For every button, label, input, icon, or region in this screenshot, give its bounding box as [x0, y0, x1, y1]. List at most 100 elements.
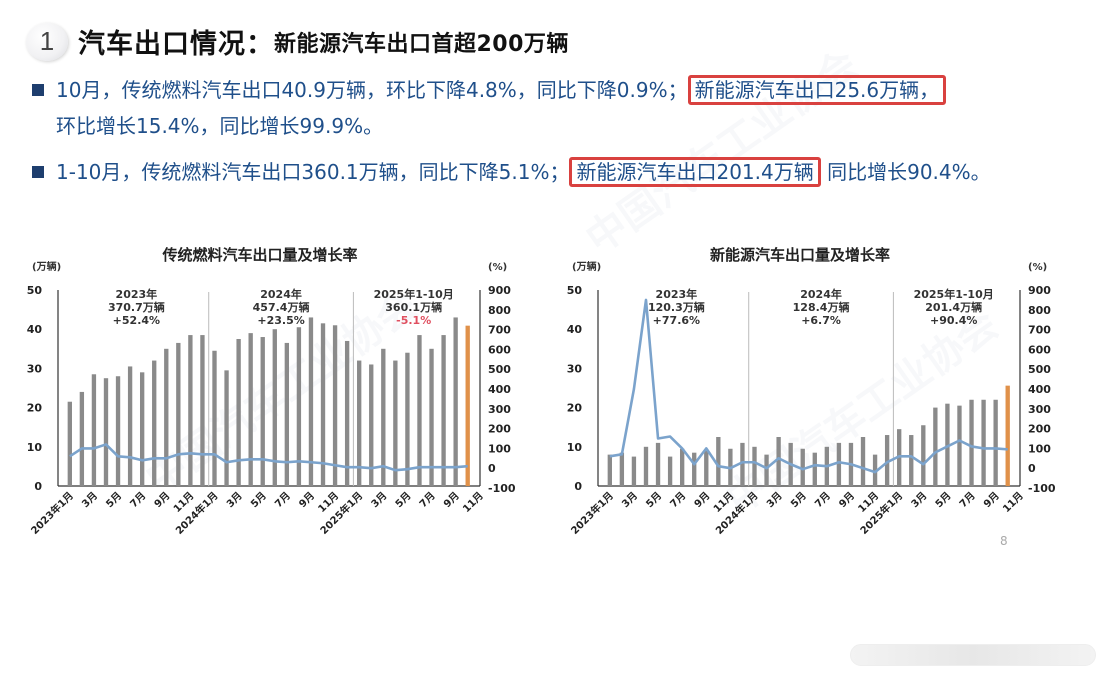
left-tick-label: 30	[567, 362, 583, 375]
bar	[115, 376, 121, 486]
bar	[752, 446, 757, 486]
bar	[716, 437, 721, 486]
period-annotation: +77.6%	[653, 314, 700, 327]
bar	[344, 340, 350, 486]
bar	[909, 435, 914, 486]
bar	[212, 350, 217, 486]
x-tick-label: 5月	[644, 490, 664, 510]
right-tick-label: 700	[1028, 324, 1051, 337]
x-tick-label: 9月	[692, 490, 712, 510]
left-tick-label: 20	[567, 402, 583, 415]
section-number-badge: 1	[26, 22, 68, 61]
period-annotation: 2025年1-10月	[374, 287, 454, 301]
right-tick-label: 400	[488, 383, 511, 396]
right-tick-label: 300	[1028, 403, 1051, 416]
right-axis-unit: (%)	[488, 262, 507, 273]
bar	[188, 335, 193, 486]
left-tick-label: 20	[27, 402, 43, 415]
right-tick-label: 0	[1028, 462, 1036, 475]
bar	[296, 327, 302, 486]
bar	[164, 348, 169, 486]
bar	[152, 360, 157, 486]
bar	[800, 448, 805, 486]
bar	[981, 399, 986, 486]
bar	[441, 335, 446, 486]
bar	[393, 360, 398, 486]
left-tick-label: 40	[27, 323, 43, 336]
section-title: 汽车出口情况：	[78, 29, 274, 60]
right-tick-label: 400	[1028, 383, 1051, 396]
bar	[776, 437, 781, 486]
x-tick-label: 9月	[441, 490, 461, 510]
bar	[260, 337, 265, 486]
bar	[320, 323, 326, 486]
x-tick-label: 2023年1月	[568, 489, 616, 537]
right-tick-label: 100	[488, 442, 511, 455]
page-number: 8	[1000, 534, 1008, 548]
bar	[103, 378, 109, 486]
left-tick-label: 0	[574, 480, 582, 493]
x-tick-label: 7月	[668, 490, 688, 510]
x-tick-label: 9月	[152, 490, 172, 510]
bar	[933, 407, 938, 486]
right-tick-label: 200	[488, 423, 511, 436]
period-annotation: 120.3万辆	[648, 300, 705, 314]
chart-title: 传统燃料汽车出口量及增长率	[161, 246, 357, 264]
period-annotation: +52.4%	[113, 314, 160, 327]
x-tick-label: 7月	[272, 490, 292, 510]
bar	[79, 391, 85, 486]
bar	[945, 403, 950, 486]
x-tick-label: 5月	[104, 490, 124, 510]
period-annotation: 457.4万辆	[253, 300, 310, 314]
left-tick-label: 10	[27, 441, 43, 454]
period-annotation: 370.7万辆	[108, 300, 165, 314]
bar	[200, 335, 205, 486]
x-tick-label: 3月	[80, 490, 100, 510]
left-tick-label: 30	[27, 362, 43, 375]
period-annotation: 2024年	[800, 287, 842, 301]
period-annotation: 128.4万辆	[793, 300, 850, 314]
bullet-text: 10月，传统燃料汽车出口40.9万辆，环比下降4.8%，同比下降0.9%；	[56, 78, 688, 102]
period-annotation: 201.4万辆	[925, 300, 982, 314]
bullet-text: 环比增长15.4%，同比增长99.9%。	[56, 114, 384, 138]
bar	[872, 454, 878, 486]
period-annotation: 2023年	[656, 287, 698, 301]
bar	[248, 333, 253, 486]
bar	[381, 348, 386, 486]
bar	[236, 339, 241, 486]
blurred-bottom-bar	[850, 644, 1096, 666]
left-tick-label: 0	[34, 480, 42, 493]
bar	[921, 425, 926, 486]
bullet-text: 同比增长90.4%。	[820, 160, 991, 184]
period-annotation: -5.1%	[396, 314, 431, 327]
section-subtitle: 新能源汽车出口首超200万辆	[274, 31, 569, 57]
left-axis-unit: (万辆)	[32, 260, 61, 273]
right-tick-label: 900	[488, 284, 511, 297]
x-tick-label: 7月	[417, 490, 437, 510]
left-tick-label: 50	[567, 284, 583, 297]
period-annotation: 2024年	[260, 287, 302, 301]
bar	[176, 342, 181, 486]
left-tick-label: 40	[567, 323, 583, 336]
bar	[619, 452, 625, 486]
bar	[607, 454, 612, 486]
right-tick-label: 800	[1028, 304, 1051, 317]
bar	[91, 374, 97, 486]
bar	[127, 366, 133, 486]
x-tick-label: 3月	[764, 490, 784, 510]
x-tick-label: 3月	[620, 490, 640, 510]
bar	[308, 317, 314, 486]
highlight-box-nev-ytd: 新能源汽车出口201.4万辆	[569, 157, 821, 187]
bar	[272, 329, 277, 486]
left-axis-unit: (万辆)	[572, 260, 601, 273]
x-tick-label: 9月	[297, 490, 317, 510]
x-tick-label: 9月	[837, 490, 857, 510]
bar	[655, 442, 661, 486]
bar	[812, 452, 817, 486]
slide-header: 1 汽车出口情况： 新能源汽车出口首超200万辆	[26, 22, 569, 61]
bar	[631, 456, 637, 486]
bar	[993, 399, 998, 486]
x-tick-label: 5月	[933, 490, 953, 510]
right-tick-label: 500	[1028, 363, 1051, 376]
bar	[139, 372, 145, 486]
